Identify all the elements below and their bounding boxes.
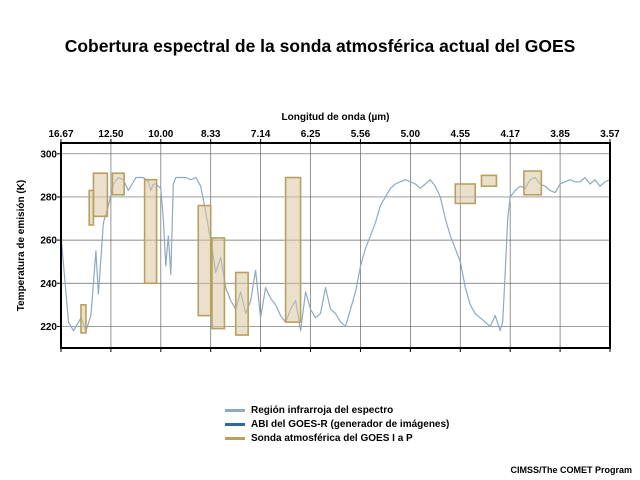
y-axis-label: Temperatura de emisión (K) — [16, 180, 27, 312]
sounder-band-6 — [197, 204, 212, 317]
x-tick-label-0: 16.67 — [48, 129, 73, 140]
sounder-band-3 — [92, 172, 109, 218]
sounder-band-1 — [80, 304, 87, 334]
legend-item-sounder: Sonda atmosférica del GOES I a P — [225, 431, 449, 445]
legend-swatch-spectrum — [225, 408, 245, 412]
x-tick-label-6: 5.56 — [351, 129, 371, 140]
grid-lines — [61, 143, 610, 348]
y-tick-label-240: 240 — [40, 279, 57, 290]
x-tick-label-1: 12.50 — [98, 129, 123, 140]
sounder-band-9 — [284, 176, 302, 323]
sounder-band-12 — [523, 170, 543, 196]
x-tick-label-4: 7.14 — [251, 129, 271, 140]
legend-label-abi: ABI del GOES-R (generador de imágenes) — [251, 418, 450, 430]
sounder-band-11 — [480, 174, 498, 187]
x-tick-label-3: 8.33 — [201, 129, 221, 140]
y-tick-label-220: 220 — [40, 322, 57, 333]
legend-label-spectrum: Región infrarroja del espectro — [251, 404, 394, 416]
y-tick-label-280: 280 — [40, 192, 57, 203]
plot-frame — [60, 142, 611, 349]
legend-swatch-sounder — [225, 436, 245, 440]
legend-item-abi: ABI del GOES-R (generador de imágenes) — [225, 417, 449, 431]
legend: Región infrarroja del espectro ABI del G… — [225, 403, 449, 445]
legend-swatch-abi — [225, 422, 245, 426]
y-tick-label-300: 300 — [40, 149, 57, 160]
x-tick-label-5: 6.25 — [301, 129, 321, 140]
spectrum-line — [60, 176, 611, 332]
axis-ticks: 16.67 12.50 10.00 8.33 7.14 6.25 5.56 5.00 4.55 4… — [40, 129, 620, 352]
x-axis-label: Longitud de onda (µm) — [282, 112, 390, 123]
chart-title: Cobertura espectral de la sonda atmosfér… — [64, 36, 576, 56]
x-tick-label-9: 4.17 — [500, 129, 520, 140]
x-tick-label-7: 5.00 — [401, 129, 421, 140]
credit-text: CIMSS/The COMET Program — [510, 465, 632, 475]
sounder-band-5 — [143, 178, 158, 285]
sounder-band-7 — [211, 237, 226, 330]
y-tick-label-260: 260 — [40, 236, 57, 247]
sounder-band-10 — [454, 183, 477, 205]
sounder-bands — [80, 170, 543, 336]
spectrum-series — [60, 176, 611, 332]
legend-item-spectrum: Región infrarroja del espectro — [225, 403, 449, 417]
x-tick-label-2: 10.00 — [148, 129, 173, 140]
x-tick-label-10: 3.85 — [550, 129, 570, 140]
legend-label-sounder: Sonda atmosférica del GOES I a P — [251, 432, 413, 444]
x-tick-label-8: 4.55 — [451, 129, 471, 140]
sounder-band-4 — [111, 172, 125, 196]
sounder-band-8 — [234, 271, 249, 336]
x-tick-label-11: 3.57 — [600, 129, 620, 140]
